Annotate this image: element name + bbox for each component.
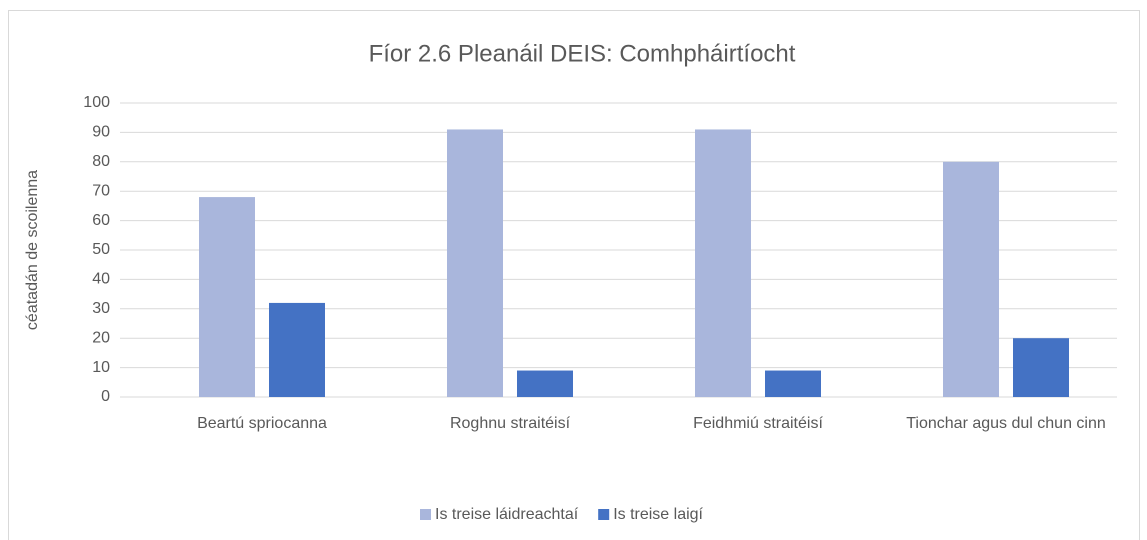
- y-tick-label: 80: [92, 153, 110, 170]
- legend-label: Is treise laigí: [613, 506, 703, 523]
- y-tick-label: 0: [101, 388, 110, 405]
- y-tick-label: 90: [92, 124, 110, 141]
- x-tick-label-box: Roghnu straitéisí: [449, 415, 571, 432]
- y-axis-label: céatadán de scoilenna: [24, 170, 41, 330]
- y-tick-label: 60: [92, 212, 110, 229]
- y-tick-label: 70: [92, 182, 110, 199]
- bar: [765, 370, 821, 397]
- bar: [199, 197, 255, 397]
- bar: [517, 370, 573, 397]
- y-tick-label: 40: [92, 271, 110, 288]
- bar: [1013, 338, 1069, 397]
- bar: [943, 161, 999, 397]
- x-tick-label-box: Feidhmiú straitéisí: [693, 415, 823, 432]
- x-tick-label-box: Tionchar agus dul chun cinn: [906, 415, 1106, 432]
- legend-label: Is treise láidreachtaí: [435, 506, 579, 523]
- y-tick-label: 20: [92, 329, 110, 346]
- y-tick-label: 10: [92, 359, 110, 376]
- chart-title: Fíor 2.6 Pleanáil DEIS: Comhpháirtíocht: [369, 40, 796, 67]
- x-tick-label: Roghnu straitéisí: [449, 415, 571, 432]
- y-tick-label: 30: [92, 300, 110, 317]
- y-tick-label: 100: [83, 94, 110, 111]
- chart-border: [8, 10, 1140, 540]
- bar: [447, 129, 503, 397]
- bar: [269, 302, 325, 397]
- x-tick-label-box: Beartú spriocanna: [197, 415, 327, 432]
- y-tick-label: 50: [92, 241, 110, 258]
- bar: [695, 129, 751, 397]
- legend-swatch: [420, 509, 431, 520]
- legend-swatch: [598, 509, 610, 520]
- x-tick-label: Feidhmiú straitéisí: [693, 415, 823, 432]
- x-tick-label: Tionchar agus dul chun cinn: [906, 415, 1106, 432]
- x-tick-label: Beartú spriocanna: [197, 415, 327, 432]
